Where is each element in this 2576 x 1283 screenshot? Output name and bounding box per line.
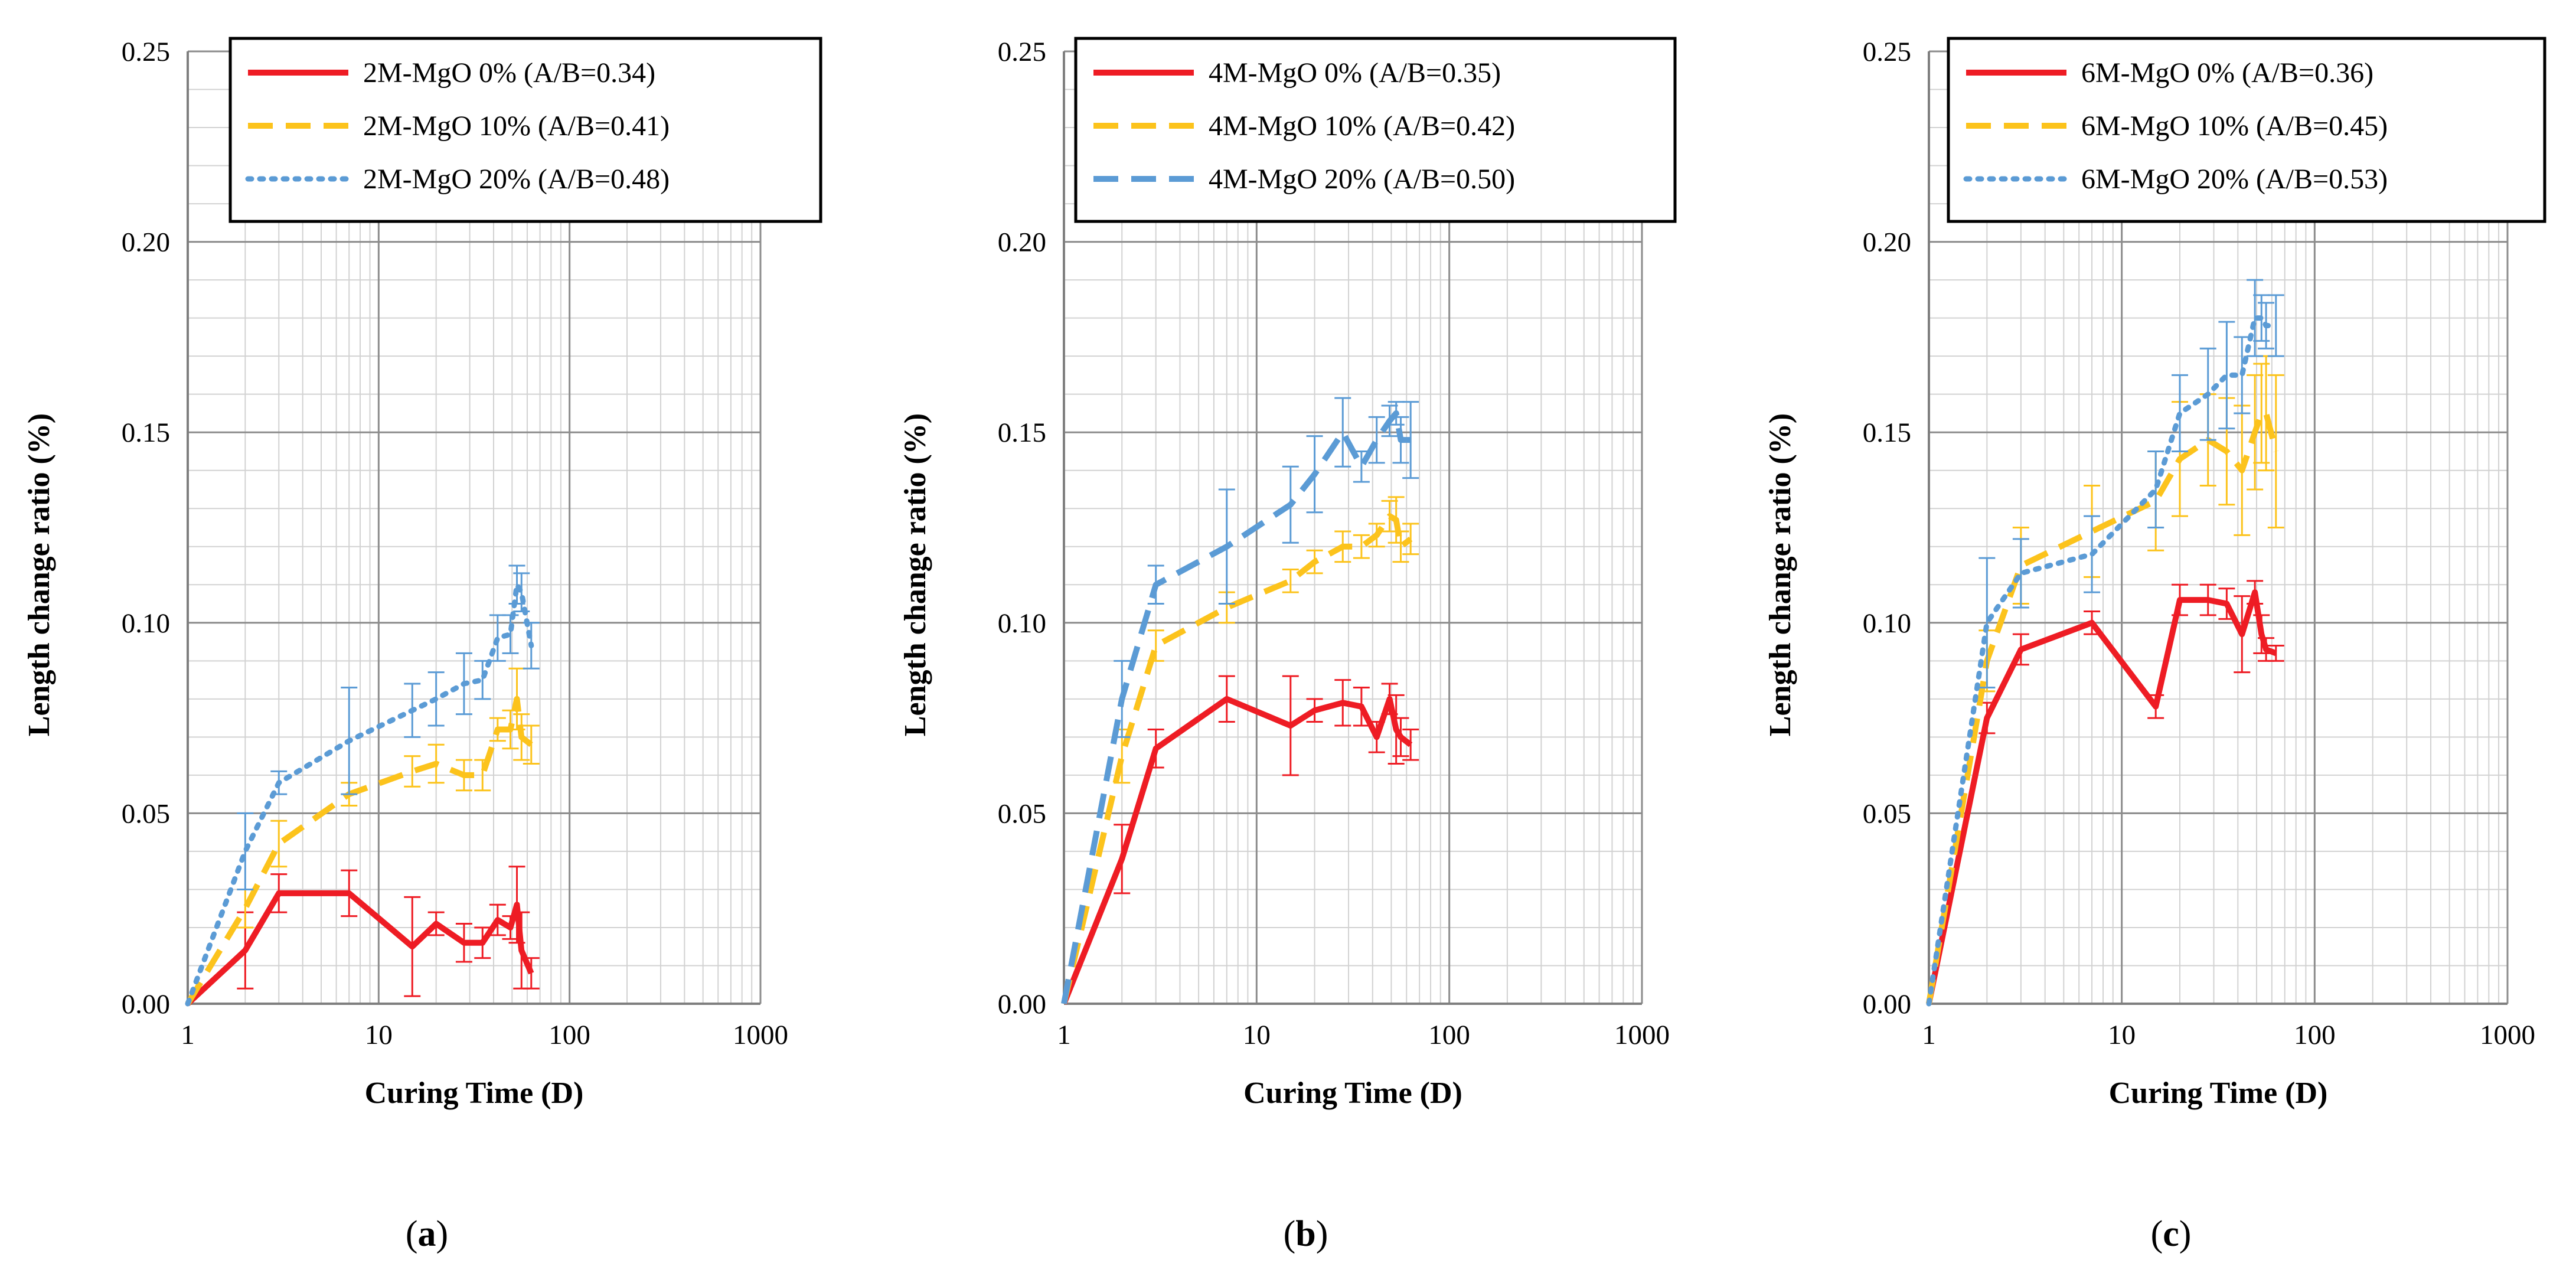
series-line xyxy=(185,582,534,1007)
y-tick-label: 0.25 xyxy=(122,37,170,67)
y-tick-label: 0.05 xyxy=(998,798,1046,829)
x-tick-label: 10 xyxy=(1243,1020,1271,1050)
series-line xyxy=(185,696,533,1005)
x-tick-label: 1000 xyxy=(1614,1020,1670,1050)
series-3 xyxy=(185,564,540,1007)
y-tick-label: 0.15 xyxy=(1863,417,1911,448)
legend-entry: 2M-MgO 0% (A/B=0.34) xyxy=(363,57,655,89)
y-tick-label: 0.25 xyxy=(1863,37,1911,67)
x-tick-label: 10 xyxy=(2108,1020,2136,1050)
y-axis-title: Length change ratio (%) xyxy=(899,413,932,736)
series-line xyxy=(185,890,534,1006)
series-line xyxy=(1926,410,2279,1004)
y-axis-title: Length change ratio (%) xyxy=(22,413,56,736)
x-tick-label: 100 xyxy=(1428,1020,1470,1050)
y-tick-label: 0.20 xyxy=(998,227,1046,258)
legend-entry: 4M-MgO 10% (A/B=0.42) xyxy=(1209,110,1515,142)
series-3 xyxy=(1926,279,2284,1007)
x-tick-label: 1 xyxy=(181,1020,195,1050)
y-tick-label: 0.15 xyxy=(998,417,1046,448)
y-tick-label: 0.05 xyxy=(1863,798,1911,829)
series-2 xyxy=(1926,355,2284,1004)
x-tick-label: 10 xyxy=(365,1020,393,1050)
legend-entry: 6M-MgO 10% (A/B=0.45) xyxy=(2081,110,2388,142)
legend-entry: 4M-MgO 0% (A/B=0.35) xyxy=(1209,57,1501,89)
legend-box xyxy=(1074,37,1677,223)
y-tick-label: 0.00 xyxy=(998,989,1046,1020)
panel-caption: (b) xyxy=(1284,1214,1328,1254)
series-1 xyxy=(1926,580,2284,1004)
legend-box xyxy=(228,37,822,223)
series-line xyxy=(1061,410,1411,1004)
x-tick-label: 1 xyxy=(1922,1020,1936,1050)
y-tick-label: 0.10 xyxy=(1863,608,1911,639)
legend-entry: 6M-MgO 0% (A/B=0.36) xyxy=(2081,57,2373,89)
chart-panel-b: 1 10 100 1000 0.00 0.05 0.10 0.15 0.20 0.25 Curing… xyxy=(899,37,1677,1254)
series-line xyxy=(1061,696,1413,1005)
series-1 xyxy=(185,866,540,1006)
x-tick-label: 1000 xyxy=(733,1020,788,1050)
x-axis-title: Curing Time (D) xyxy=(365,1076,584,1110)
series-1 xyxy=(1061,675,1419,1005)
y-tick-label: 0.25 xyxy=(998,37,1046,67)
y-axis-title: Length change ratio (%) xyxy=(1764,413,1797,736)
x-tick-label: 1000 xyxy=(2480,1020,2535,1050)
y-tick-label: 0.20 xyxy=(122,227,170,258)
y-tick-label: 0.05 xyxy=(122,798,170,829)
y-tick-label: 0.00 xyxy=(1863,989,1911,1020)
legend-box xyxy=(1947,37,2546,223)
legend: 6M-MgO 0% (A/B=0.36) 6M-MgO 10% (A/B=0.45… xyxy=(1947,37,2546,223)
series-2 xyxy=(185,667,540,1005)
legend-entry: 4M-MgO 20% (A/B=0.50) xyxy=(1209,164,1515,195)
legend-entry: 2M-MgO 20% (A/B=0.48) xyxy=(363,164,670,195)
chart-panel-a: 1 10 100 1000 0.00 0.05 0.10 0.15 0.20 0.25 Curing… xyxy=(22,37,822,1254)
x-axis-title: Curing Time (D) xyxy=(2109,1076,2328,1110)
series-line xyxy=(1926,589,2277,1004)
legend-entry: 2M-MgO 10% (A/B=0.41) xyxy=(363,110,670,142)
panel-caption: (a) xyxy=(406,1214,448,1254)
x-tick-label: 1 xyxy=(1057,1020,1071,1050)
panel-caption: (c) xyxy=(2151,1214,2192,1254)
series-line xyxy=(1926,315,2279,1007)
legend-entry: 6M-MgO 20% (A/B=0.53) xyxy=(2081,164,2388,195)
x-tick-label: 100 xyxy=(548,1020,590,1050)
series-line xyxy=(1061,513,1413,1005)
legend: 4M-MgO 0% (A/B=0.35) 4M-MgO 10% (A/B=0.42… xyxy=(1074,37,1677,223)
y-tick-label: 0.15 xyxy=(122,417,170,448)
x-tick-label: 100 xyxy=(2294,1020,2336,1050)
legend: 2M-MgO 0% (A/B=0.34) 2M-MgO 10% (A/B=0.41… xyxy=(228,37,822,223)
y-tick-label: 0.10 xyxy=(998,608,1046,639)
y-tick-label: 0.10 xyxy=(122,608,170,639)
series-3 xyxy=(1061,397,1419,1004)
x-axis-title: Curing Time (D) xyxy=(1243,1076,1462,1110)
y-tick-label: 0.00 xyxy=(122,989,170,1020)
chart-panel-c: 1 10 100 1000 0.00 0.05 0.10 0.15 0.20 0.25 Curing… xyxy=(1764,37,2546,1254)
y-tick-label: 0.20 xyxy=(1863,227,1911,258)
